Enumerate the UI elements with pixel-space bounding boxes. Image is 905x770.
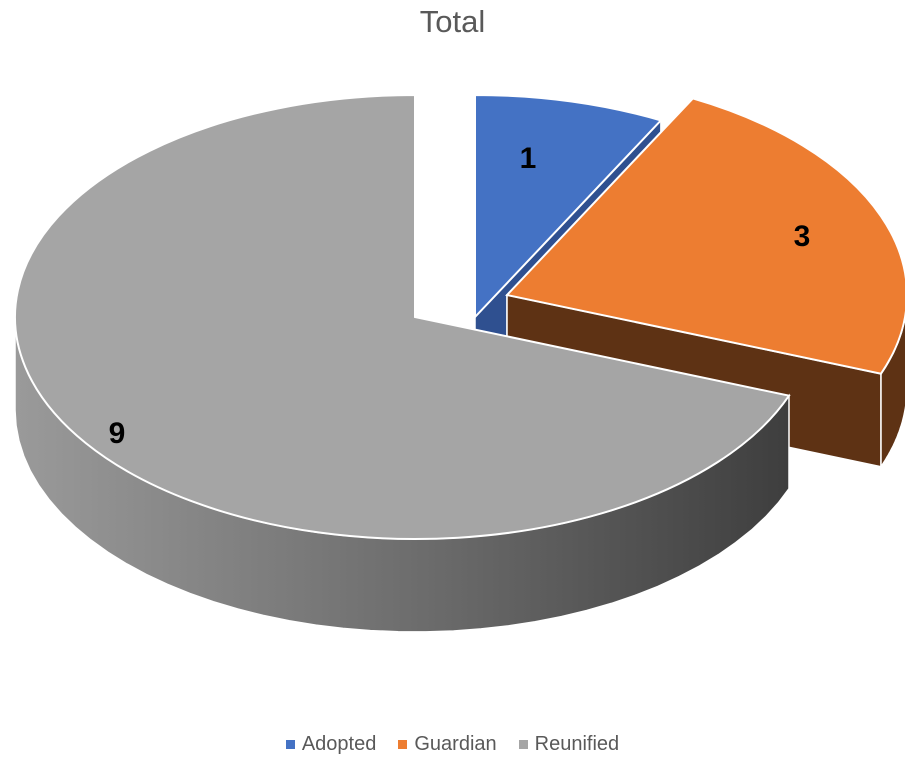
legend-swatch-guardian [398,740,408,749]
legend: Adopted Guardian Reunified [0,733,905,756]
legend-label-reunified: Reunified [534,733,620,755]
pie-slice-guardian[interactable] [505,97,905,375]
legend-swatch-reunified [518,740,528,749]
legend-item-reunified[interactable]: Reunified [518,733,620,756]
legend-label-guardian: Guardian [414,733,497,755]
legend-swatch-adopted [285,740,295,749]
legend-item-adopted[interactable]: Adopted [285,733,377,756]
legend-label-adopted: Adopted [301,733,377,755]
data-label-adopted: 1 [520,142,537,175]
pie-slice-reunified[interactable] [13,93,791,540]
data-label-guardian: 3 [794,220,811,253]
legend-item-guardian[interactable]: Guardian [398,733,497,756]
pie-slice-adopted[interactable] [474,93,663,320]
data-label-reunified: 9 [109,417,126,450]
chart-title: Total [419,4,486,39]
